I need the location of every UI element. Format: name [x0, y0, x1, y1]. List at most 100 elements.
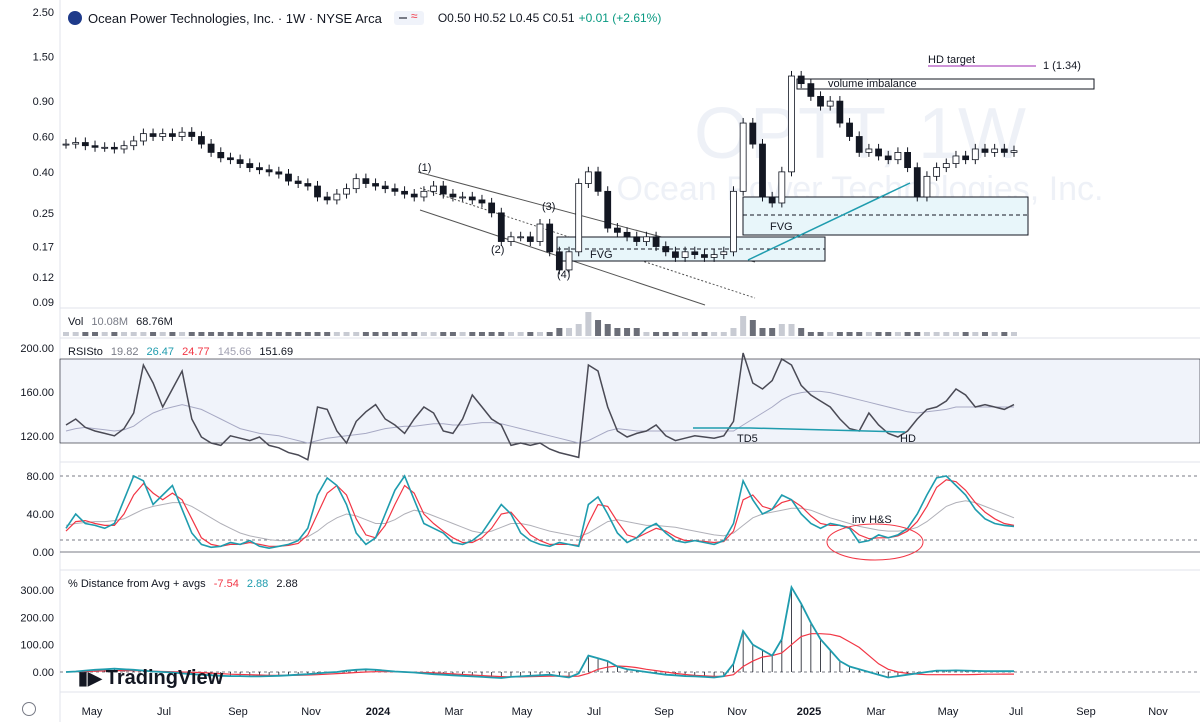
dist-tick-label: 100.00 — [20, 640, 54, 652]
candle-body — [81, 142, 89, 147]
candle-body — [575, 183, 583, 253]
inv-hs-label: inv H&S — [852, 514, 892, 526]
teal-trendline — [747, 182, 911, 261]
dist-header[interactable]: % Distance from Avg + avgs -7.54 2.88 2.… — [68, 578, 303, 590]
volume-bar — [875, 332, 882, 336]
wave-label-2: (2) — [491, 244, 504, 256]
hd-line — [749, 427, 906, 433]
candle-body — [933, 167, 941, 177]
candle-body — [778, 171, 786, 204]
candle-body — [488, 202, 496, 214]
volume-bar — [246, 332, 253, 336]
volume-bar — [430, 332, 437, 336]
time-tick-label: Sep — [654, 706, 674, 718]
price-tick-label: 0.25 — [33, 208, 54, 220]
candle-body — [275, 171, 283, 175]
compare-toggle[interactable]: ≈ — [393, 9, 424, 25]
candle-body — [149, 133, 157, 137]
time-tick-label: May — [82, 706, 103, 718]
tradingview-logo[interactable]: ▮▶ TradingView — [78, 667, 223, 690]
price-tick-label: 0.40 — [33, 167, 54, 179]
candle-body — [110, 146, 118, 150]
volume-bar — [991, 332, 998, 336]
candle-body — [410, 193, 418, 198]
candle-body — [855, 136, 863, 153]
candle-body — [594, 171, 602, 192]
candle-body — [120, 145, 128, 150]
stoch-tick-label: 40.00 — [26, 509, 54, 521]
volume-imbalance-box — [796, 78, 1095, 90]
volume-bar — [478, 332, 485, 336]
volume-bar — [353, 332, 360, 336]
minus-icon — [398, 17, 407, 19]
volume-bar — [469, 332, 476, 336]
dist-value-2: 2.88 — [246, 578, 269, 590]
volume-bar — [101, 332, 108, 336]
volume-bar — [188, 332, 195, 336]
candle-body — [217, 152, 225, 159]
time-tick-label: Jul — [1009, 706, 1023, 718]
hd-label: HD — [900, 433, 916, 445]
candle-body — [1010, 150, 1018, 153]
volume-bar — [92, 332, 99, 336]
candle-body — [846, 122, 853, 137]
volume-bar — [914, 332, 921, 336]
volume-label: Vol — [68, 316, 84, 328]
candle-body — [526, 236, 534, 242]
candle-body — [372, 183, 379, 187]
time-tick-label: Sep — [228, 706, 248, 718]
rsi-label: RSISto — [68, 346, 103, 358]
volume-bars — [63, 312, 1017, 336]
volume-bar — [643, 332, 650, 336]
volume-bar — [227, 332, 234, 336]
candle-body — [749, 122, 757, 145]
candle-body — [101, 146, 109, 149]
price-tick-label: 0.60 — [33, 131, 54, 143]
candle-body — [178, 131, 186, 137]
candle-body — [236, 159, 244, 164]
candle-body — [323, 196, 331, 201]
candle-body — [91, 145, 99, 148]
volume-bar — [933, 332, 940, 336]
volume-bar — [633, 328, 640, 336]
fvg-label-1: FVG — [590, 249, 613, 261]
volume-bar — [556, 328, 563, 336]
settings-icon[interactable] — [22, 702, 36, 716]
volume-bar — [788, 324, 795, 336]
volume-bar — [401, 332, 408, 336]
time-tick-label: Nov — [1148, 706, 1168, 718]
volume-bar — [614, 328, 621, 336]
time-tick-label: May — [512, 706, 533, 718]
volume-bar — [217, 332, 224, 336]
volume-bar — [237, 332, 244, 336]
volume-bar — [585, 312, 592, 336]
volume-bar — [527, 332, 534, 336]
volume-bar — [865, 332, 872, 336]
time-tick-label: Jul — [157, 706, 171, 718]
price-tick-label: 0.17 — [33, 242, 54, 254]
candle-body — [962, 155, 970, 161]
td5-label: TD5 — [737, 433, 758, 445]
volume-bar — [604, 324, 611, 336]
volume-bar — [198, 332, 205, 336]
candle-body — [256, 167, 263, 171]
volume-header[interactable]: Vol 10.08M 68.76M — [68, 316, 178, 328]
rsi-annotations: TD5 HD — [693, 427, 916, 445]
price-tick-label: 2.50 — [33, 7, 54, 19]
candle-body — [981, 148, 989, 153]
volume-bar — [314, 332, 321, 336]
volume-bar — [391, 332, 398, 336]
symbol-title[interactable]: Ocean Power Technologies, Inc. · 1W · NY… — [88, 10, 382, 26]
candle-body — [720, 251, 728, 255]
rsi-header[interactable]: RSISto 19.82 26.47 24.77 145.66 151.69 — [68, 346, 298, 358]
volume-bar — [507, 332, 514, 336]
candle-body — [710, 254, 718, 258]
candle-body — [652, 236, 660, 247]
volume-bar — [459, 332, 466, 336]
stoch-lines — [65, 474, 1015, 550]
volume-bar — [121, 332, 128, 336]
volume-bar — [169, 332, 176, 336]
candle-body — [304, 183, 312, 187]
candle-body — [923, 175, 931, 198]
